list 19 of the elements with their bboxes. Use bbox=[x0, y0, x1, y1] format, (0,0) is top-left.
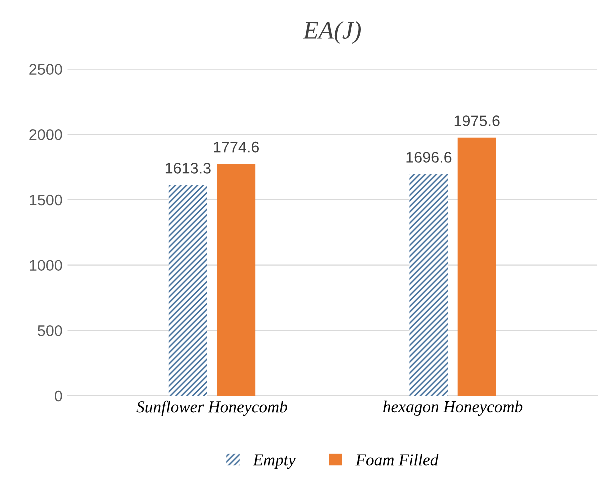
bar bbox=[410, 174, 448, 396]
data-label: 1696.6 bbox=[406, 152, 452, 163]
bar bbox=[168, 185, 208, 396]
y-tick-label: 2500 bbox=[30, 64, 62, 75]
y-tick-label: 2000 bbox=[30, 130, 62, 140]
y-tick-label: 1500 bbox=[30, 194, 62, 206]
bar bbox=[217, 164, 256, 396]
y-tick-label: 0 bbox=[55, 390, 62, 402]
y-tick-label: 1000 bbox=[30, 260, 62, 272]
y-tick-label: 500 bbox=[38, 326, 62, 336]
legend-label: Empty bbox=[253, 454, 296, 470]
legend-label: Foam Filled bbox=[356, 454, 439, 466]
data-label: 1975.6 bbox=[454, 116, 500, 126]
x-tick-label: Sunflower Honeycomb bbox=[136, 400, 288, 416]
chart-title: EA(J) bbox=[303, 21, 362, 44]
data-label: 1774.6 bbox=[214, 142, 260, 153]
data-label: 1613.3 bbox=[166, 163, 211, 174]
bar bbox=[458, 138, 496, 396]
x-tick-label: hexagon Honeycomb bbox=[384, 400, 523, 416]
